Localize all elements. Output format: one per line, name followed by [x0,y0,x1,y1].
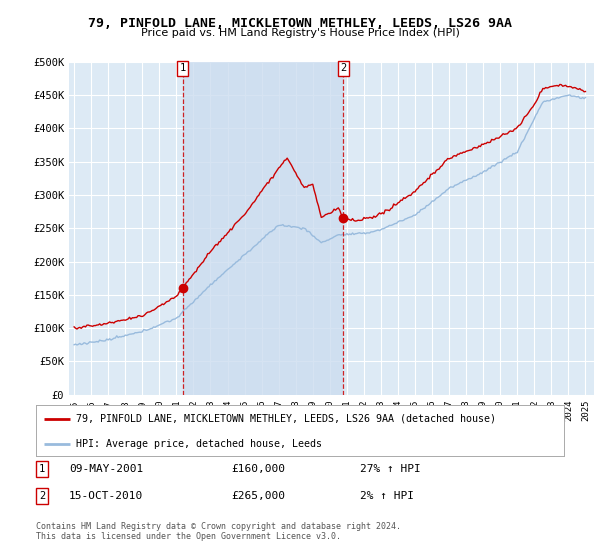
Bar [182,62,343,395]
Text: 27% ↑ HPI: 27% ↑ HPI [360,464,421,474]
Text: 79, PINFOLD LANE, MICKLETOWN METHLEY, LEEDS, LS26 9AA: 79, PINFOLD LANE, MICKLETOWN METHLEY, LE… [88,17,512,30]
Text: 1: 1 [39,464,45,474]
Text: 1: 1 [179,63,185,73]
Text: 09-MAY-2001: 09-MAY-2001 [69,464,143,474]
Text: Price paid vs. HM Land Registry's House Price Index (HPI): Price paid vs. HM Land Registry's House … [140,28,460,38]
Text: Contains HM Land Registry data © Crown copyright and database right 2024.
This d: Contains HM Land Registry data © Crown c… [36,522,401,542]
Text: 79, PINFOLD LANE, MICKLETOWN METHLEY, LEEDS, LS26 9AA (detached house): 79, PINFOLD LANE, MICKLETOWN METHLEY, LE… [76,414,496,424]
Text: 15-OCT-2010: 15-OCT-2010 [69,491,143,501]
Text: £265,000: £265,000 [231,491,285,501]
Text: £160,000: £160,000 [231,464,285,474]
Text: 2: 2 [340,63,346,73]
Text: HPI: Average price, detached house, Leeds: HPI: Average price, detached house, Leed… [76,438,322,449]
Text: 2% ↑ HPI: 2% ↑ HPI [360,491,414,501]
Text: 2: 2 [39,491,45,501]
